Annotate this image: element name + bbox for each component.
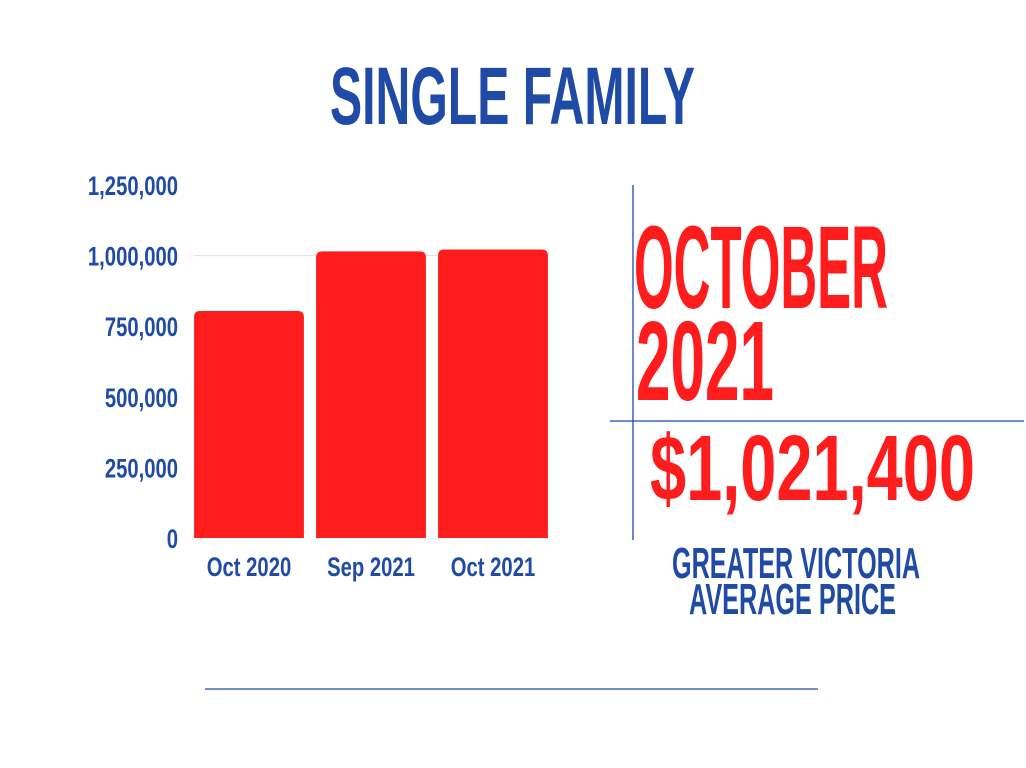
y-tick-label-0: 0: [167, 524, 178, 555]
y-tick-label-1000000: 1,000,000: [88, 242, 178, 273]
bar-sep-2021: [316, 251, 426, 538]
headline-month: OCTOBER: [634, 202, 888, 334]
bar-chart: 0 250,000 500,000 750,000 1,000,000 1,250,000…: [88, 171, 548, 583]
y-tick-label-500000: 500,000: [105, 383, 178, 414]
y-axis-tick-labels: 0 250,000 500,000 750,000 1,000,000 1,250,000: [88, 171, 178, 555]
x-tick-label-oct-2020: Oct 2020: [207, 552, 291, 583]
x-tick-label-oct-2021: Oct 2021: [451, 552, 535, 583]
headline-price: $1,021,400: [650, 416, 975, 520]
y-tick-label-250000: 250,000: [105, 454, 178, 485]
page-title: SINGLE FAMILY: [330, 51, 695, 142]
y-tick-label-1250000: 1,250,000: [88, 171, 178, 202]
bar-oct-2021: [438, 249, 548, 538]
bars: [194, 249, 548, 538]
bar-oct-2020: [194, 310, 304, 538]
y-tick-label-750000: 750,000: [105, 312, 178, 343]
caption-region: GREATER VICTORIA: [672, 539, 920, 588]
headline-year: 2021: [636, 298, 774, 424]
caption-metric: AVERAGE PRICE: [689, 575, 896, 624]
x-axis-tick-labels: Oct 2020 Sep 2021 Oct 2021: [207, 552, 535, 583]
x-tick-label-sep-2021: Sep 2021: [327, 552, 415, 583]
